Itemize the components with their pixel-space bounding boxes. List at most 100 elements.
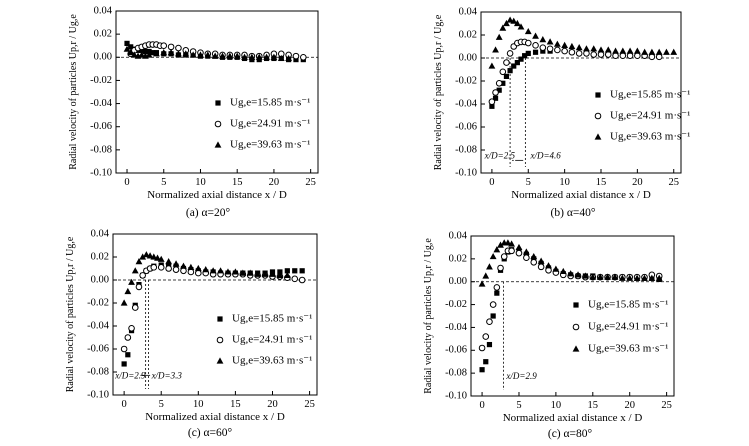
data-point — [139, 47, 145, 53]
data-point — [530, 258, 538, 266]
x-tick-label: 20 — [269, 177, 280, 188]
x-tick-label: 25 — [661, 400, 672, 411]
data-point — [554, 46, 561, 54]
data-point — [165, 258, 173, 265]
legend-marker-circle — [572, 323, 580, 331]
y-tick-label: 0.04 — [94, 5, 113, 16]
x-tick-label: 10 — [551, 400, 562, 411]
data-point — [532, 49, 539, 55]
data-point — [583, 50, 590, 57]
legend-label: Ug,e=15.85 m·s⁻¹ — [232, 313, 312, 325]
data-point — [597, 51, 605, 58]
data-point — [504, 239, 512, 246]
data-point — [515, 249, 523, 257]
y-tick-label: 0.04 — [459, 6, 478, 17]
x-tick-label: 0 — [489, 177, 494, 188]
y-tick-label: 0.04 — [449, 230, 468, 241]
y-tick-label: 0.00 — [94, 52, 112, 63]
data-point — [150, 50, 156, 56]
data-point — [574, 271, 582, 278]
data-point — [146, 252, 154, 259]
data-point — [641, 48, 649, 55]
data-point — [248, 53, 256, 60]
y-tick-label: -0.08 — [445, 368, 467, 379]
data-point — [124, 334, 132, 341]
data-point — [546, 38, 554, 45]
panel-caption: (a) α=20° — [186, 207, 231, 219]
data-point — [523, 254, 530, 262]
x-tick-label: 5 — [161, 177, 166, 188]
y-axis-label: Radial velocity of particles Up,r / Ug,e — [68, 14, 79, 170]
data-point — [532, 32, 539, 39]
legend: Ug,e=15.85 m·s⁻¹ Ug,e=24.91 m·s⁻¹ Ug,e=39.… — [572, 299, 668, 355]
x-axis-label: Normalized axial distance x / D — [147, 189, 287, 201]
y-axis-label: Radial velocity of particles Up,r / Ug,e — [65, 236, 76, 392]
data-point — [285, 54, 293, 62]
data-point — [194, 264, 202, 272]
data-point — [540, 48, 546, 54]
data-point — [479, 367, 485, 373]
data-point — [539, 36, 547, 43]
data-point — [604, 51, 612, 58]
data-point — [483, 359, 489, 365]
data-point — [135, 283, 143, 291]
data-point — [232, 268, 239, 275]
data-point — [172, 266, 180, 273]
data-point — [492, 89, 499, 96]
data-point — [515, 243, 523, 251]
data-point — [138, 51, 146, 58]
series-triangle — [478, 239, 663, 287]
series-circle — [488, 38, 663, 105]
data-point — [670, 48, 678, 55]
data-point — [490, 313, 496, 319]
data-point — [157, 255, 165, 262]
data-point — [150, 264, 158, 271]
data-point — [568, 42, 576, 50]
data-point — [495, 80, 503, 87]
legend-label: Ug,e=24.91 m·s⁻¹ — [588, 321, 668, 333]
data-point — [489, 301, 497, 308]
data-point — [545, 266, 552, 274]
plot-frame — [112, 233, 318, 396]
data-point — [124, 287, 132, 295]
data-point — [139, 272, 146, 279]
data-point — [499, 68, 507, 76]
y-tick-label: -0.06 — [445, 345, 467, 356]
data-point — [197, 51, 204, 58]
legend-marker-square — [215, 100, 221, 106]
data-point — [590, 51, 598, 58]
data-point — [123, 45, 131, 52]
data-point — [612, 47, 619, 54]
data-point — [493, 246, 501, 253]
data-point — [292, 268, 298, 274]
data-point — [284, 268, 290, 274]
x-tick-label: 10 — [193, 399, 204, 410]
data-point — [506, 16, 514, 23]
data-point — [182, 50, 190, 57]
panel-a: -0.10 -0.08 -0.06 -0.04 -0.02 0.00 0.02 0.04 0 5 1… — [68, 5, 319, 219]
y-tick-label: -0.04 — [90, 98, 113, 109]
data-point — [270, 53, 278, 60]
legend: Ug,e=15.85 m·s⁻¹ Ug,e=24.91 m·s⁻¹ Ug,e=39.… — [594, 89, 690, 143]
x-tick-label: 0 — [479, 400, 484, 411]
data-point — [575, 50, 583, 57]
legend-marker-circle — [594, 112, 602, 120]
data-point — [241, 53, 248, 60]
data-point — [546, 45, 554, 53]
data-point — [180, 267, 187, 275]
data-point — [128, 44, 134, 50]
data-point — [522, 248, 530, 255]
legend-marker-triangle — [572, 345, 580, 352]
data-point — [619, 52, 627, 60]
data-point — [157, 264, 165, 271]
legend: Ug,e=15.85 m·s⁻¹ Ug,e=24.91 m·s⁻¹ Ug,e=39.… — [214, 97, 310, 151]
series-triangle — [120, 251, 291, 306]
x-tick-label: 25 — [305, 177, 316, 188]
data-point — [120, 299, 128, 306]
y-tick-label: -0.04 — [455, 98, 478, 109]
data-point — [127, 49, 135, 56]
data-point — [478, 280, 486, 287]
data-point — [255, 53, 263, 60]
y-tick-label: -0.02 — [455, 75, 477, 86]
